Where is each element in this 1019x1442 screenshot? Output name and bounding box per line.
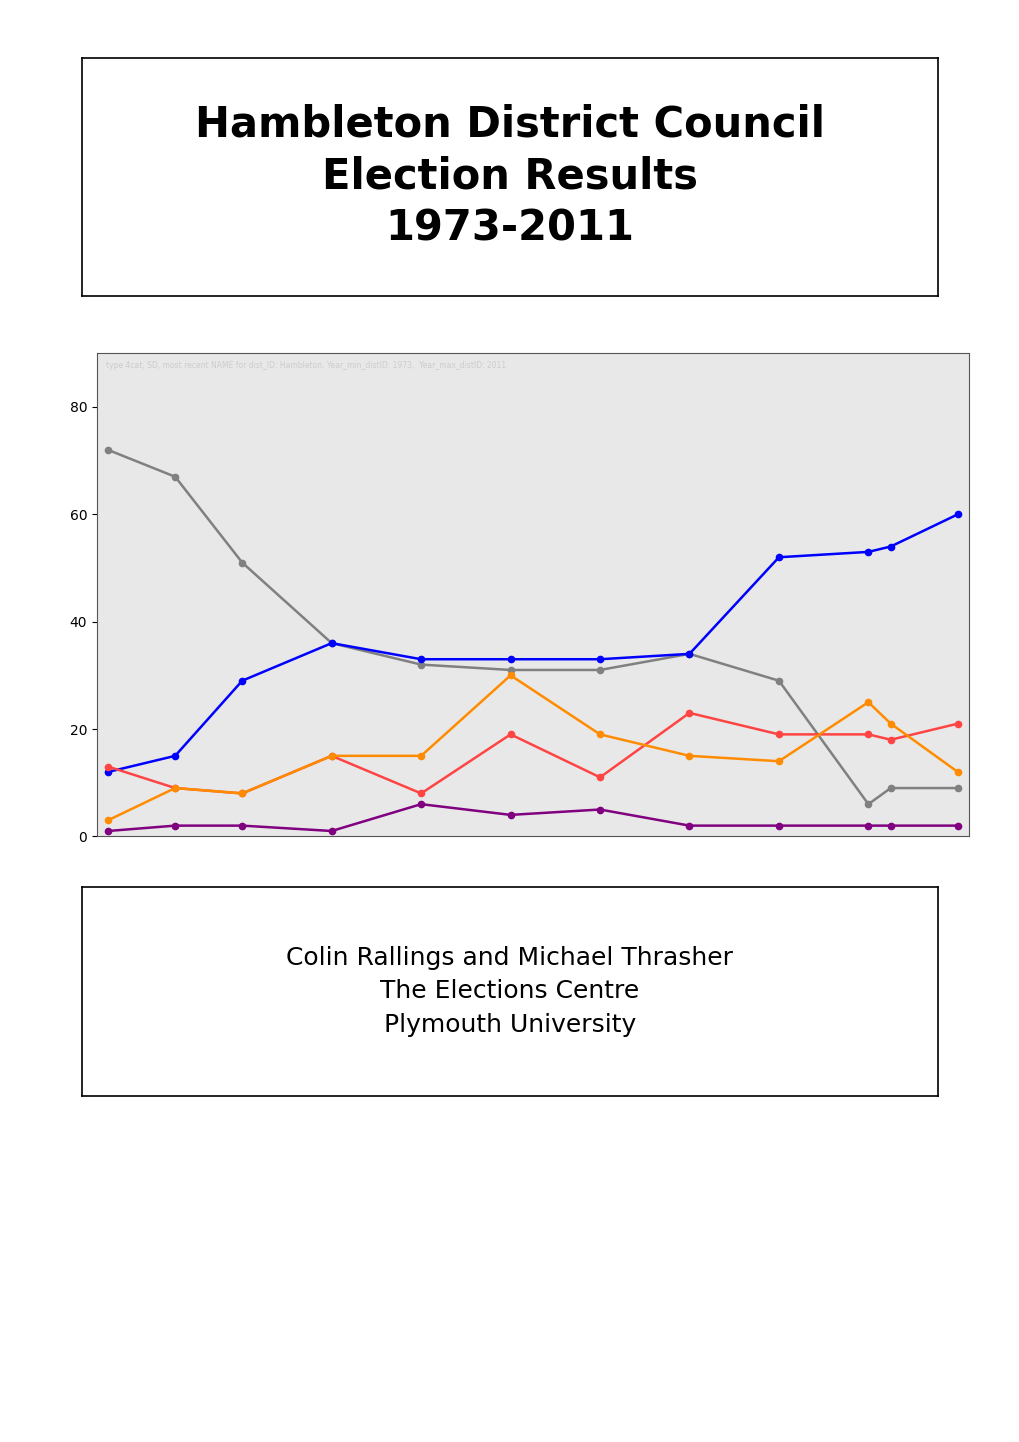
Other [772, 818, 785, 835]
Text: type 4cat; SD, most recent NAME for dist_ID: Hambleton, Year_min_distID: 1973,  : type 4cat; SD, most recent NAME for dist… [106, 360, 505, 369]
Other [504, 806, 517, 823]
Lib Dem [504, 725, 517, 743]
Independent [236, 784, 249, 802]
Line: Independent: Independent [105, 672, 960, 823]
Lib Dem [683, 704, 695, 721]
Labour [236, 672, 249, 689]
Other [593, 800, 605, 818]
Other [883, 818, 896, 835]
Other [325, 822, 337, 839]
Labour [593, 650, 605, 668]
Other [236, 818, 249, 835]
Line: Lib Dem: Lib Dem [105, 709, 960, 796]
Labour [415, 650, 427, 668]
Lib Dem [169, 779, 181, 796]
Labour [169, 747, 181, 764]
Other [415, 796, 427, 813]
Independent [102, 812, 114, 829]
Independent [325, 747, 337, 764]
Text: Hambleton District Council
Election Results
1973-2011: Hambleton District Council Election Resu… [195, 104, 824, 249]
Other [683, 818, 695, 835]
Independent [169, 779, 181, 796]
Labour [883, 538, 896, 555]
Conservative [861, 796, 873, 813]
Lib Dem [415, 784, 427, 802]
Other [951, 818, 963, 835]
Lib Dem [772, 725, 785, 743]
Line: Labour: Labour [105, 510, 960, 776]
Conservative [325, 634, 337, 652]
Labour [683, 645, 695, 662]
Lib Dem [325, 747, 337, 764]
Independent [593, 725, 605, 743]
Independent [504, 666, 517, 684]
Labour [325, 634, 337, 652]
Text: Colin Rallings and Michael Thrasher
The Elections Centre
Plymouth University: Colin Rallings and Michael Thrasher The … [286, 946, 733, 1037]
Conservative [883, 779, 896, 796]
Conservative [102, 441, 114, 459]
Conservative [236, 554, 249, 571]
Conservative [593, 662, 605, 679]
Labour [504, 650, 517, 668]
Labour [772, 548, 785, 565]
Lib Dem [593, 769, 605, 786]
Lib Dem [883, 731, 896, 748]
Conservative [504, 662, 517, 679]
Independent [772, 753, 785, 770]
Other [861, 818, 873, 835]
Labour [951, 506, 963, 523]
Independent [951, 763, 963, 780]
Labour [861, 544, 873, 561]
Line: Other: Other [105, 800, 960, 833]
Other [169, 818, 181, 835]
Labour [102, 763, 114, 780]
Independent [415, 747, 427, 764]
Independent [883, 715, 896, 733]
Lib Dem [861, 725, 873, 743]
Conservative [683, 645, 695, 662]
Other [102, 822, 114, 839]
Conservative [415, 656, 427, 673]
Lib Dem [102, 758, 114, 776]
Line: Conservative: Conservative [105, 447, 960, 808]
Conservative [951, 779, 963, 796]
Independent [861, 694, 873, 711]
Independent [683, 747, 695, 764]
Conservative [169, 469, 181, 486]
Lib Dem [951, 715, 963, 733]
Lib Dem [236, 784, 249, 802]
Conservative [772, 672, 785, 689]
